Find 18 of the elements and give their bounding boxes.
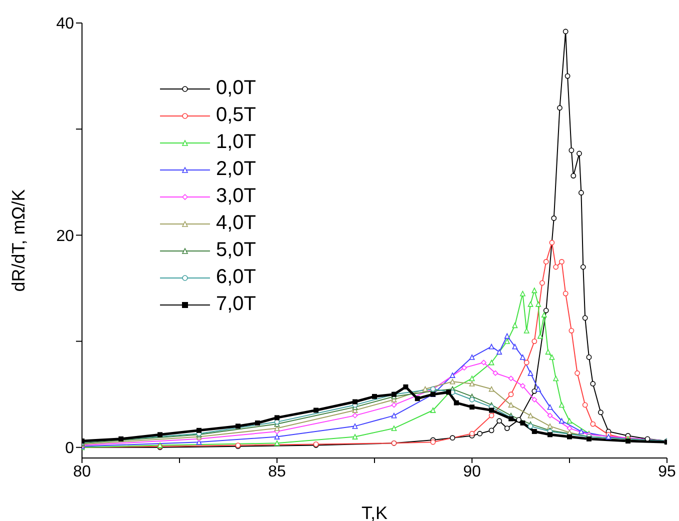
y-axis-title: dR/dT, mΩ/K: [8, 189, 28, 292]
legend-label: 0,0T: [216, 77, 256, 100]
x-tick-label: 90: [463, 463, 481, 480]
legend-label: 7,0T: [216, 293, 256, 316]
x-tick-label: 85: [268, 463, 286, 480]
legend-label: 6,0T: [216, 266, 256, 289]
legend-label: 0,5T: [216, 104, 256, 127]
legend-label: 4,0T: [216, 212, 256, 235]
y-tick-label: 0: [65, 440, 74, 458]
x-tick-label: 95: [658, 463, 676, 480]
legend-label: 3,0T: [216, 185, 256, 208]
x-axis-title: T,K: [361, 503, 388, 521]
y-tick-label: 20: [56, 228, 74, 245]
y-tick-label: 40: [56, 16, 74, 33]
legend-label: 5,0T: [216, 239, 256, 262]
x-tick-label: 80: [73, 463, 91, 480]
legend-label: 1,0T: [216, 131, 256, 154]
legend-label: 2,0T: [216, 158, 256, 181]
